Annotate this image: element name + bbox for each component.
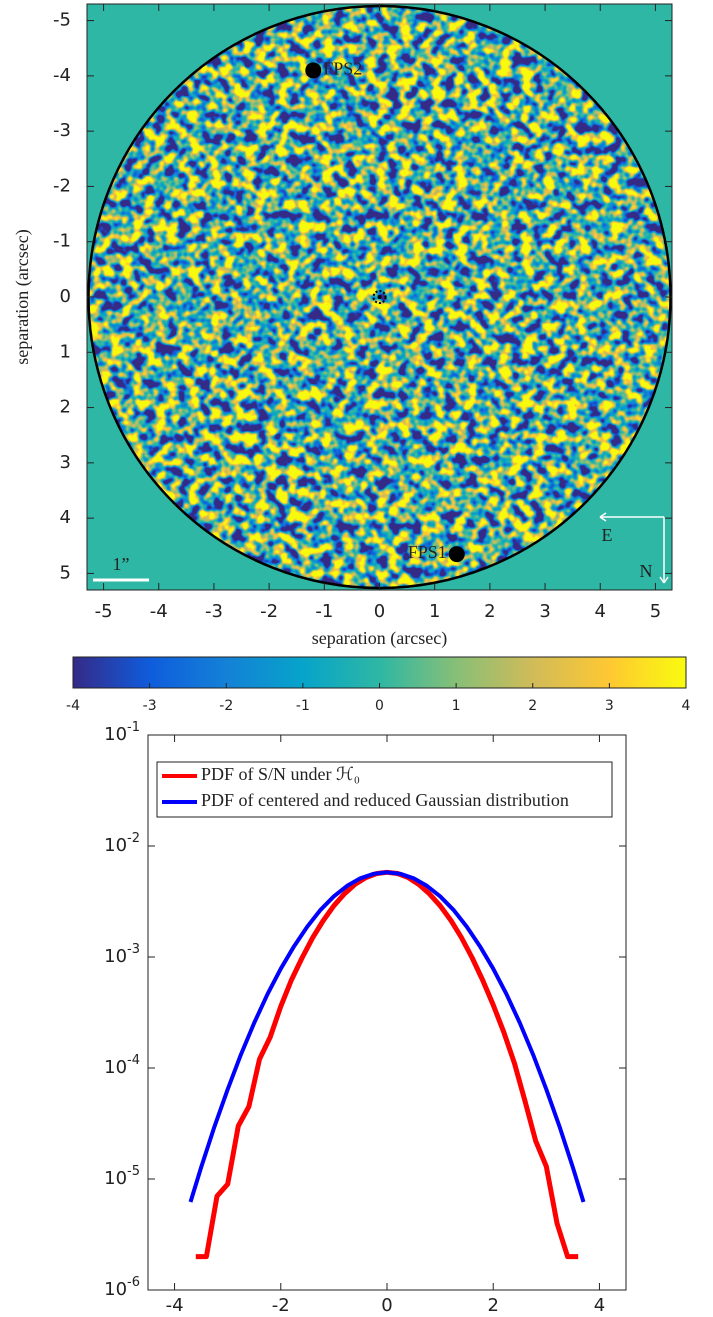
x-tick-label: 4 (595, 601, 606, 622)
compass (599, 512, 669, 584)
x-tick-label: 1 (429, 601, 440, 622)
colorbar-tick-label: -1 (296, 698, 310, 714)
x-tick-label: 3 (539, 601, 550, 622)
x-tick-label: 0 (374, 601, 385, 622)
x-tick-label: -3 (205, 601, 223, 622)
y-tick-label: 10-6 (104, 1275, 140, 1301)
y-tick-label: 10-1 (104, 720, 140, 746)
colorbar-tick-label: 1 (452, 698, 461, 714)
x-tick-label: 5 (650, 601, 661, 622)
x-tick-label: -4 (166, 1295, 184, 1316)
y-tick-label: 0 (60, 286, 71, 307)
colorbar-tick-label: 3 (605, 698, 614, 714)
colorbar-tick-label: -2 (219, 698, 233, 714)
star-core (377, 295, 382, 299)
x-tick-label: 0 (381, 1295, 392, 1316)
y-tick-label: 10-5 (104, 1164, 140, 1190)
series-line (188, 870, 586, 1203)
scale-bar-label: 1” (113, 554, 130, 574)
y-tick-label: 5 (60, 562, 71, 583)
y-tick-label: 1 (60, 341, 71, 362)
y-tick-label: 10-4 (104, 1053, 140, 1079)
y-tick-label: -5 (53, 10, 71, 31)
colorbar-tick-label: -3 (143, 698, 157, 714)
y-tick-label: -3 (53, 120, 71, 141)
x-tick-label: 4 (594, 1295, 605, 1316)
legend-label: PDF of centered and reduced Gaussian dis… (201, 790, 569, 810)
x-tick-label: -4 (150, 601, 168, 622)
legend-box (156, 761, 613, 818)
colorbar-tick-label: 0 (375, 698, 384, 714)
y-tick-label: 10-2 (104, 831, 140, 857)
source-label: FPS2 (323, 58, 362, 78)
x-tick-label: -1 (315, 601, 333, 622)
legend-label: PDF of S/N under ℋ₀ (201, 764, 360, 784)
x-tick-label: 2 (484, 601, 495, 622)
y-tick-label: -1 (53, 231, 71, 252)
x-axis-label: separation (arcsec) (312, 628, 447, 649)
source-label: FPS1 (408, 542, 447, 562)
x-tick-label: -2 (260, 601, 278, 622)
x-tick-label: -5 (95, 601, 113, 622)
y-tick-label: 3 (60, 452, 71, 473)
source-marker (448, 546, 465, 563)
y-tick-label: -4 (53, 65, 71, 86)
colorbar-tick-label: 2 (528, 698, 537, 714)
x-tick-label: 2 (487, 1295, 498, 1316)
colorbar (72, 656, 687, 689)
y-tick-label: 4 (60, 507, 71, 528)
y-tick-label: 10-3 (104, 942, 140, 968)
compass-north: N (640, 561, 653, 581)
y-tick-label: 2 (60, 397, 71, 418)
y-axis-label: separation (arcsec) (12, 229, 33, 364)
colorbar-tick-label: -4 (66, 698, 80, 714)
colorbar-tick-label: 4 (682, 698, 691, 714)
source-marker (305, 62, 322, 79)
star-center (372, 290, 387, 304)
x-tick-label: -2 (272, 1295, 290, 1316)
y-tick-label: -2 (53, 175, 71, 196)
compass-east: E (602, 525, 613, 545)
axes-frame (147, 734, 627, 1291)
plots: -5 -4 -3 -2 -1 0 1 2 3 4 5 -5 -4 -3 -2 -1 0 1 2 3 4 5 separati… (12, 3, 691, 1316)
